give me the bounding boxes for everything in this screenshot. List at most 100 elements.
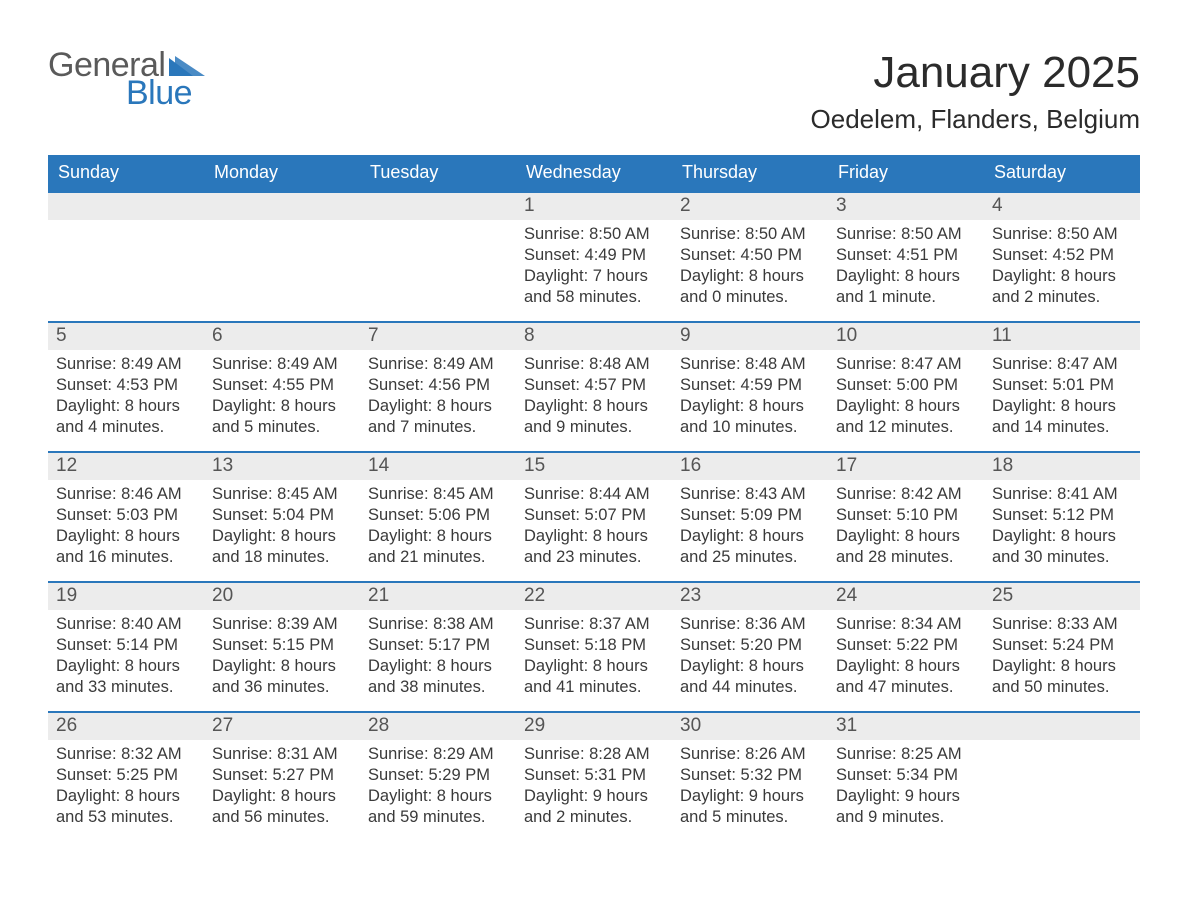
day-number: 12 <box>48 453 204 480</box>
sunrise-line: Sunrise: 8:50 AM <box>524 224 664 245</box>
day-number: 4 <box>984 193 1140 220</box>
sunrise-line: Sunrise: 8:49 AM <box>56 354 196 375</box>
day-cell: 30Sunrise: 8:26 AMSunset: 5:32 PMDayligh… <box>672 712 828 842</box>
sunset-line: Sunset: 5:09 PM <box>680 505 820 526</box>
daylight-line: Daylight: 8 hours and 2 minutes. <box>992 266 1132 308</box>
weekday-header: Saturday <box>984 155 1140 192</box>
day-cell: 11Sunrise: 8:47 AMSunset: 5:01 PMDayligh… <box>984 322 1140 452</box>
sunset-line: Sunset: 4:50 PM <box>680 245 820 266</box>
day-number: 20 <box>204 583 360 610</box>
sunset-line: Sunset: 5:31 PM <box>524 765 664 786</box>
day-cell: 21Sunrise: 8:38 AMSunset: 5:17 PMDayligh… <box>360 582 516 712</box>
sunset-line: Sunset: 4:52 PM <box>992 245 1132 266</box>
day-details: Sunrise: 8:39 AMSunset: 5:15 PMDaylight:… <box>204 610 360 706</box>
sunset-line: Sunset: 5:12 PM <box>992 505 1132 526</box>
daylight-line: Daylight: 8 hours and 14 minutes. <box>992 396 1132 438</box>
sunrise-line: Sunrise: 8:42 AM <box>836 484 976 505</box>
sunrise-line: Sunrise: 8:25 AM <box>836 744 976 765</box>
sunset-line: Sunset: 5:07 PM <box>524 505 664 526</box>
day-details: Sunrise: 8:41 AMSunset: 5:12 PMDaylight:… <box>984 480 1140 576</box>
sunset-line: Sunset: 4:55 PM <box>212 375 352 396</box>
header: General Blue January 2025 Oedelem, Fland… <box>48 48 1140 135</box>
daylight-line: Daylight: 8 hours and 23 minutes. <box>524 526 664 568</box>
sunrise-line: Sunrise: 8:28 AM <box>524 744 664 765</box>
day-details: Sunrise: 8:38 AMSunset: 5:17 PMDaylight:… <box>360 610 516 706</box>
daylight-line: Daylight: 8 hours and 7 minutes. <box>368 396 508 438</box>
day-number-empty <box>360 193 516 220</box>
daylight-line: Daylight: 8 hours and 18 minutes. <box>212 526 352 568</box>
sunset-line: Sunset: 5:29 PM <box>368 765 508 786</box>
day-details: Sunrise: 8:43 AMSunset: 5:09 PMDaylight:… <box>672 480 828 576</box>
day-number: 8 <box>516 323 672 350</box>
day-cell <box>984 712 1140 842</box>
daylight-line: Daylight: 9 hours and 5 minutes. <box>680 786 820 828</box>
weekday-header: Wednesday <box>516 155 672 192</box>
sunrise-line: Sunrise: 8:31 AM <box>212 744 352 765</box>
day-cell: 6Sunrise: 8:49 AMSunset: 4:55 PMDaylight… <box>204 322 360 452</box>
weekday-header: Sunday <box>48 155 204 192</box>
day-cell: 24Sunrise: 8:34 AMSunset: 5:22 PMDayligh… <box>828 582 984 712</box>
day-cell: 18Sunrise: 8:41 AMSunset: 5:12 PMDayligh… <box>984 452 1140 582</box>
sunset-line: Sunset: 4:49 PM <box>524 245 664 266</box>
day-number: 24 <box>828 583 984 610</box>
sunrise-line: Sunrise: 8:45 AM <box>368 484 508 505</box>
daylight-line: Daylight: 8 hours and 16 minutes. <box>56 526 196 568</box>
daylight-line: Daylight: 8 hours and 12 minutes. <box>836 396 976 438</box>
logo-triangle-icon <box>169 56 205 76</box>
sunset-line: Sunset: 4:59 PM <box>680 375 820 396</box>
daylight-line: Daylight: 8 hours and 44 minutes. <box>680 656 820 698</box>
logo-word-blue: Blue <box>126 76 205 110</box>
sunrise-line: Sunrise: 8:33 AM <box>992 614 1132 635</box>
day-details: Sunrise: 8:37 AMSunset: 5:18 PMDaylight:… <box>516 610 672 706</box>
daylight-line: Daylight: 8 hours and 36 minutes. <box>212 656 352 698</box>
daylight-line: Daylight: 8 hours and 38 minutes. <box>368 656 508 698</box>
sunset-line: Sunset: 5:17 PM <box>368 635 508 656</box>
day-cell: 19Sunrise: 8:40 AMSunset: 5:14 PMDayligh… <box>48 582 204 712</box>
sunrise-line: Sunrise: 8:36 AM <box>680 614 820 635</box>
sunrise-line: Sunrise: 8:44 AM <box>524 484 664 505</box>
day-details: Sunrise: 8:26 AMSunset: 5:32 PMDaylight:… <box>672 740 828 836</box>
day-details: Sunrise: 8:29 AMSunset: 5:29 PMDaylight:… <box>360 740 516 836</box>
daylight-line: Daylight: 8 hours and 30 minutes. <box>992 526 1132 568</box>
day-details: Sunrise: 8:44 AMSunset: 5:07 PMDaylight:… <box>516 480 672 576</box>
sunset-line: Sunset: 5:00 PM <box>836 375 976 396</box>
daylight-line: Daylight: 9 hours and 2 minutes. <box>524 786 664 828</box>
sunrise-line: Sunrise: 8:50 AM <box>992 224 1132 245</box>
day-cell <box>204 192 360 322</box>
weekday-header: Thursday <box>672 155 828 192</box>
page-title: January 2025 <box>811 48 1140 98</box>
sunrise-line: Sunrise: 8:37 AM <box>524 614 664 635</box>
day-number: 18 <box>984 453 1140 480</box>
sunrise-line: Sunrise: 8:41 AM <box>992 484 1132 505</box>
day-details: Sunrise: 8:50 AMSunset: 4:50 PMDaylight:… <box>672 220 828 316</box>
day-cell: 22Sunrise: 8:37 AMSunset: 5:18 PMDayligh… <box>516 582 672 712</box>
calendar-page: General Blue January 2025 Oedelem, Fland… <box>0 0 1188 882</box>
day-cell: 1Sunrise: 8:50 AMSunset: 4:49 PMDaylight… <box>516 192 672 322</box>
day-number: 15 <box>516 453 672 480</box>
daylight-line: Daylight: 8 hours and 53 minutes. <box>56 786 196 828</box>
day-cell: 17Sunrise: 8:42 AMSunset: 5:10 PMDayligh… <box>828 452 984 582</box>
sunrise-line: Sunrise: 8:43 AM <box>680 484 820 505</box>
sunrise-line: Sunrise: 8:49 AM <box>368 354 508 375</box>
day-cell: 8Sunrise: 8:48 AMSunset: 4:57 PMDaylight… <box>516 322 672 452</box>
day-details: Sunrise: 8:48 AMSunset: 4:57 PMDaylight:… <box>516 350 672 446</box>
sunset-line: Sunset: 5:03 PM <box>56 505 196 526</box>
day-details: Sunrise: 8:40 AMSunset: 5:14 PMDaylight:… <box>48 610 204 706</box>
day-details: Sunrise: 8:36 AMSunset: 5:20 PMDaylight:… <box>672 610 828 706</box>
sunrise-line: Sunrise: 8:40 AM <box>56 614 196 635</box>
day-number: 2 <box>672 193 828 220</box>
daylight-line: Daylight: 8 hours and 1 minute. <box>836 266 976 308</box>
sunrise-line: Sunrise: 8:49 AM <box>212 354 352 375</box>
day-cell: 10Sunrise: 8:47 AMSunset: 5:00 PMDayligh… <box>828 322 984 452</box>
daylight-line: Daylight: 9 hours and 9 minutes. <box>836 786 976 828</box>
day-details: Sunrise: 8:47 AMSunset: 5:01 PMDaylight:… <box>984 350 1140 446</box>
sunset-line: Sunset: 5:06 PM <box>368 505 508 526</box>
sunset-line: Sunset: 4:56 PM <box>368 375 508 396</box>
sunset-line: Sunset: 5:10 PM <box>836 505 976 526</box>
day-number: 10 <box>828 323 984 350</box>
sunrise-line: Sunrise: 8:48 AM <box>524 354 664 375</box>
day-details: Sunrise: 8:28 AMSunset: 5:31 PMDaylight:… <box>516 740 672 836</box>
daylight-line: Daylight: 8 hours and 4 minutes. <box>56 396 196 438</box>
daylight-line: Daylight: 8 hours and 56 minutes. <box>212 786 352 828</box>
day-cell: 28Sunrise: 8:29 AMSunset: 5:29 PMDayligh… <box>360 712 516 842</box>
